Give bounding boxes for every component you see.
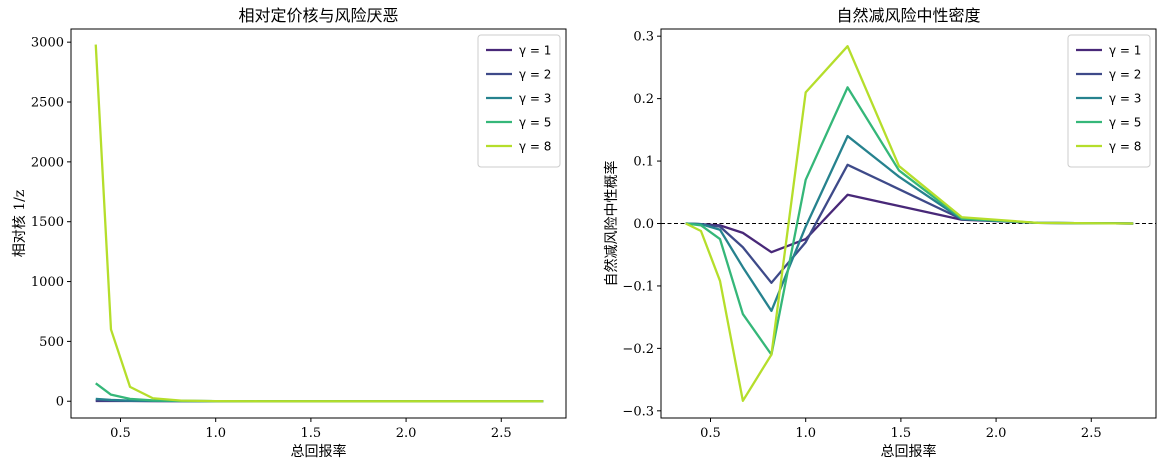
y-tick-label: 0.2 [633,92,654,107]
plot-frame [70,28,567,419]
legend-box [477,34,561,168]
y-tick-label: 0.0 [633,217,654,232]
legend-box [1067,34,1151,168]
legend-label: γ = 1 [1109,44,1141,58]
x-tick-label: 2.0 [396,426,417,441]
series-line-gamma-5 [685,45,1134,402]
y-axis-label: 自然减风险中性概率 [603,161,620,287]
x-tick-label: 1.5 [891,426,912,441]
y-tick-label: −0.2 [622,342,654,357]
x-tick-label: 1.5 [301,426,322,441]
y-tick-label: 3000 [31,36,64,51]
x-axis-label: 总回报率 [881,443,937,460]
series-line-gamma-5 [94,44,544,403]
legend-label: γ = 1 [519,44,551,58]
chart-title: 相对定价核与风险厌恶 [238,6,398,25]
x-tick-label: 0.5 [110,426,131,441]
y-tick-label: 500 [39,335,64,350]
chart-2: 0.5 1.0 1.5 2.0 2.5 −0.3 −0.2 −0.1 0.0 0.1 0.2 0.3 自… [603,6,1157,460]
y-axis-label: 相对核 1/z [12,190,28,257]
y-tick-label: 2500 [31,96,64,111]
legend-label: γ = 8 [1109,140,1141,154]
x-tick-label: 2.5 [491,426,512,441]
x-tick-label: 2.5 [1081,426,1102,441]
legend-label: γ = 3 [1109,92,1141,106]
y-tick-label: 1500 [31,215,64,230]
x-tick-label: 1.0 [795,426,816,441]
y-tick-label: 0.3 [633,30,654,45]
legend-label: γ = 2 [519,68,551,82]
legend-label: γ = 5 [1109,116,1141,130]
y-tick-label: 2000 [31,155,64,170]
legend: γ = 1 γ = 2 γ = 3 γ = 5 γ = 8 [1067,34,1151,168]
y-tick-label: 1000 [31,275,64,290]
y-tick-label: 0 [56,395,64,410]
y-tick-label: 0.1 [633,155,654,170]
chart-title: 自然减风险中性密度 [836,6,980,25]
legend-label: γ = 5 [519,116,551,130]
legend-label: γ = 3 [519,92,551,106]
x-tick-label: 2.0 [986,426,1007,441]
x-tick-label: 0.5 [700,426,721,441]
x-axis-label: 总回报率 [291,443,347,460]
x-tick-label: 1.0 [205,426,226,441]
y-tick-label: −0.1 [622,279,654,294]
legend: γ = 1 γ = 2 γ = 3 γ = 5 γ = 8 [477,34,561,168]
series-line-gamma-4 [685,86,1134,356]
chart-1: 0.5 1.0 1.5 2.0 2.5 0 500 1000 1500 2000 2500 3000 相… [12,6,567,460]
legend-label: γ = 2 [1109,68,1141,82]
y-tick-label: −0.3 [622,404,654,419]
legend-label: γ = 8 [519,140,551,154]
